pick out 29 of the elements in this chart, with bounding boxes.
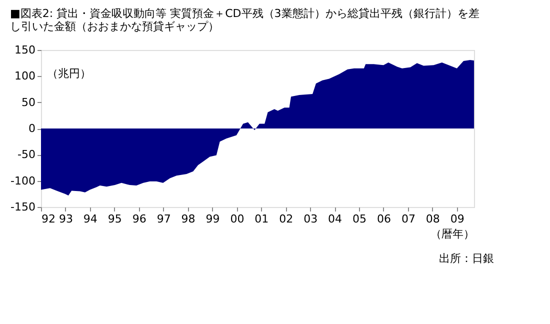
x-tick-label: 06 (376, 212, 391, 226)
x-tick-label: 02 (279, 212, 294, 226)
x-tick-label: 00 (230, 212, 244, 226)
y-tick-label: 0 (28, 122, 36, 135)
x-tick-label: 01 (254, 212, 269, 226)
x-tick-label: 92 (42, 212, 56, 226)
x-tick-label: 04 (328, 212, 342, 226)
y-tick-label: 100 (14, 70, 36, 83)
x-tick-label: 93 (58, 212, 73, 226)
y-axis-title: （兆円） (47, 67, 91, 80)
chart-title: ■図表2: 貸出・資金吸収動向等 実質預金＋CD平残（3業態計）から総貸出平残（銀行計）を差し引いた金額（おおまかな預貸ギャップ） (10, 7, 480, 33)
x-tick-label: 07 (401, 212, 416, 226)
y-tick-label: -100 (10, 174, 36, 188)
x-tick-label: 08 (426, 212, 440, 226)
x-tick-label: 03 (304, 212, 318, 226)
y-tick-label: -150 (10, 200, 36, 214)
x-tick-label: 96 (132, 212, 146, 226)
y-tick-label: 50 (22, 96, 36, 109)
x-tick-label: 98 (181, 212, 196, 226)
x-tick-label: 95 (108, 212, 122, 226)
y-tick-label: 150 (14, 44, 36, 56)
x-tick-label: 09 (450, 212, 464, 226)
x-tick-label: 05 (352, 212, 367, 226)
x-axis-title: （暦年） (430, 228, 474, 240)
x-tick-label: 99 (206, 212, 220, 226)
text: 出所：日銀 (439, 252, 494, 265)
x-tick-label: 94 (83, 212, 98, 226)
x-tick-label: 97 (156, 212, 171, 226)
y-tick-label: -50 (18, 148, 36, 162)
